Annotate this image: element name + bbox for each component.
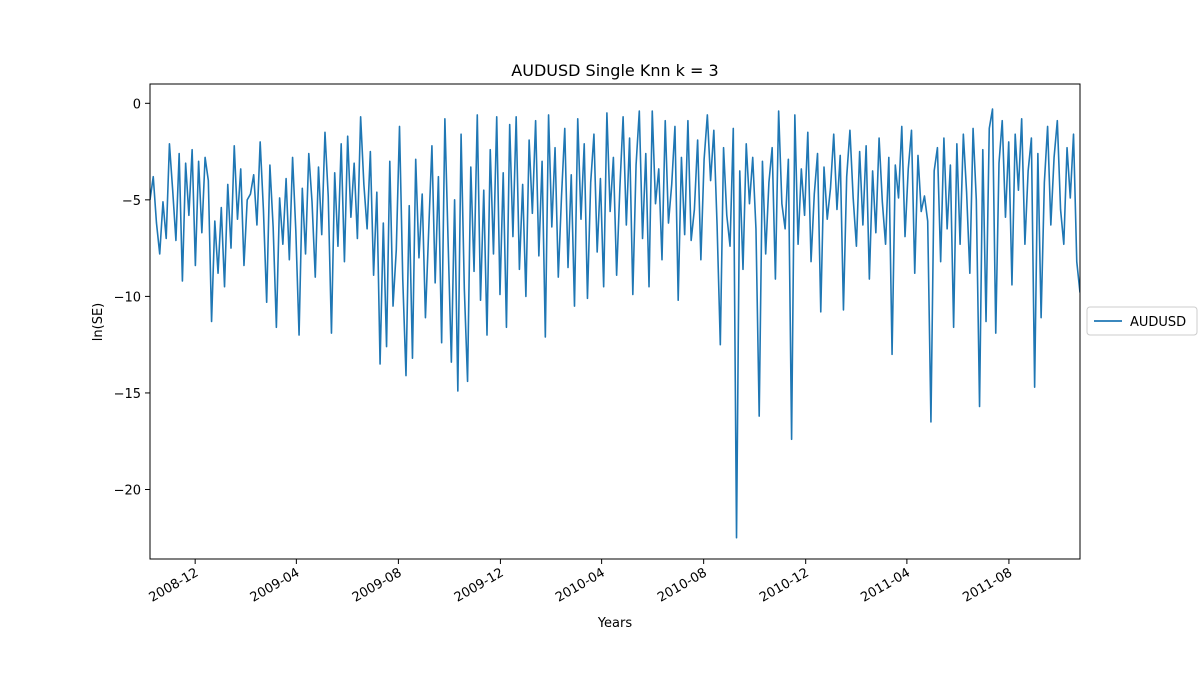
y-tick-label: −5 bbox=[122, 194, 141, 209]
series-line-audusd bbox=[150, 108, 1080, 539]
plot-frame bbox=[149, 83, 1081, 560]
chart-title: AUDUSD Single Knn k = 3 bbox=[511, 61, 718, 80]
y-tick-label: 0 bbox=[133, 97, 141, 112]
legend: AUDUSD bbox=[1086, 306, 1198, 336]
legend-label-audusd: AUDUSD bbox=[1130, 315, 1186, 330]
y-axis-title: ln(SE) bbox=[91, 303, 106, 341]
legend-box bbox=[1086, 306, 1198, 336]
y-axis: 0 −5 −10 −15 −20 bbox=[114, 97, 150, 498]
y-tick-label: −10 bbox=[114, 290, 141, 305]
plot-area bbox=[150, 108, 1080, 539]
y-tick-label: −15 bbox=[114, 387, 141, 402]
x-axis-title: Years bbox=[597, 616, 633, 631]
y-tick-label: −20 bbox=[114, 483, 141, 498]
